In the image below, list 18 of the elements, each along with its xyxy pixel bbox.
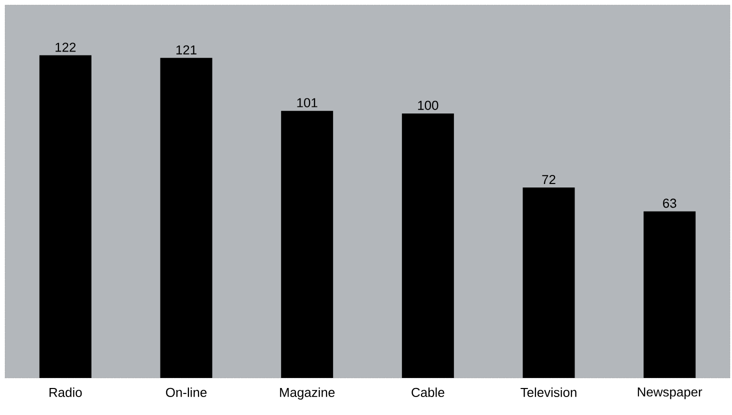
x-tick-label: Television — [520, 388, 576, 398]
x-tick-label: Radio — [50, 388, 82, 398]
data-label: 121 — [176, 45, 196, 54]
x-tick-label: On-line — [166, 388, 207, 398]
x-tick-label: Cable — [412, 388, 444, 398]
x-tick-label: Newspaper — [638, 388, 702, 400]
bar — [522, 188, 575, 378]
data-label: 63 — [663, 198, 676, 208]
data-label: 101 — [297, 98, 318, 108]
bar — [160, 58, 212, 378]
bar — [644, 211, 696, 378]
bar — [402, 113, 454, 378]
bar — [39, 55, 92, 378]
data-label: 122 — [56, 42, 76, 52]
data-label: 100 — [418, 100, 438, 110]
data-label: 72 — [542, 174, 556, 184]
bar — [281, 110, 334, 378]
x-tick-label: Magazine — [280, 388, 335, 400]
